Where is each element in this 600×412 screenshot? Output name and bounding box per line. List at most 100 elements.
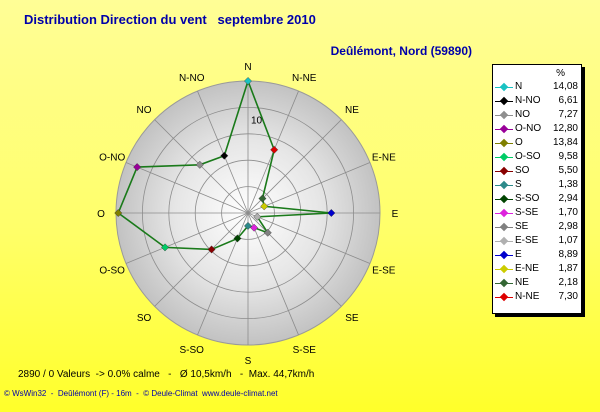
direction-label: NE — [345, 105, 359, 116]
legend-label: N-NE — [515, 291, 540, 302]
point-marker — [195, 160, 204, 169]
legend-item: SE 2,98 — [493, 220, 581, 234]
point-marker — [258, 194, 267, 203]
legend-swatch — [493, 192, 515, 206]
legend-item: E-SE 1,07 — [493, 234, 581, 248]
grid-spoke — [247, 162, 371, 214]
legend-value: 9,58 — [558, 151, 578, 162]
wind-series — [114, 77, 336, 254]
legend-label: SE — [515, 221, 529, 232]
legend-swatch — [493, 248, 515, 262]
legend-item: NO 7,27 — [493, 108, 581, 122]
legend-swatch — [493, 234, 515, 248]
legend: % N 14,08 N-NO 6,61 NO 7,27 O-NO 12,80 O 13,84 O-S… — [492, 64, 582, 314]
legend-value: 1,38 — [558, 179, 578, 190]
chart-title: Distribution Direction du vent septembre… — [24, 12, 316, 27]
direction-label: SE — [345, 313, 359, 324]
legend-label: E-NE — [515, 263, 539, 274]
legend-swatch — [493, 94, 515, 108]
location-label: Deûlémont, Nord (59890) — [330, 44, 472, 58]
legend-label: E-SE — [515, 235, 539, 246]
grid-spoke — [125, 212, 249, 264]
point-marker — [270, 145, 279, 154]
legend-label: NO — [515, 109, 530, 120]
grid-spoke — [125, 162, 249, 214]
legend-value: 2,18 — [558, 277, 578, 288]
legend-swatch — [493, 150, 515, 164]
legend-item: O 13,84 — [493, 136, 581, 150]
point-marker — [327, 209, 336, 217]
legend-swatch — [493, 164, 515, 178]
legend-swatch — [493, 122, 515, 136]
direction-label: S-SO — [180, 345, 205, 356]
legend-label: NE — [515, 277, 529, 288]
legend-item: N 14,08 — [493, 80, 581, 94]
legend-item: S 1,38 — [493, 178, 581, 192]
point-marker — [263, 228, 272, 237]
legend-label: N — [515, 81, 523, 92]
grid-spoke — [247, 212, 371, 264]
direction-label: E — [392, 209, 399, 220]
legend-item: SO 5,50 — [493, 164, 581, 178]
grid-spoke — [197, 212, 249, 336]
legend-swatch — [493, 136, 515, 150]
direction-label: E-NE — [372, 153, 396, 164]
legend-swatch — [493, 290, 515, 304]
legend-swatch — [493, 276, 515, 290]
legend-item: S-SE 1,70 — [493, 206, 581, 220]
credit-line: © WsWin32 - Deûlémont (F) - 16m - © Deul… — [4, 389, 278, 398]
legend-label: SO — [515, 165, 530, 176]
legend-swatch — [493, 108, 515, 122]
grid-spoke — [247, 212, 342, 307]
radial-tick-label: 10 — [251, 115, 263, 126]
legend-label: O-NO — [515, 123, 542, 134]
grid-spoke — [247, 212, 299, 336]
legend-header: % — [556, 68, 565, 79]
legend-label: E — [515, 249, 522, 260]
legend-item: O-SO 9,58 — [493, 150, 581, 164]
point-marker — [233, 234, 242, 243]
direction-label: E-SE — [372, 265, 396, 276]
radar-grid: 10 — [115, 80, 381, 346]
legend-value: 1,07 — [558, 235, 578, 246]
direction-label: N-NE — [292, 73, 317, 84]
point-marker — [244, 77, 252, 85]
direction-label: S-SE — [293, 345, 317, 356]
point-marker — [253, 212, 262, 221]
legend-label: S — [515, 179, 522, 190]
legend-label: S-SO — [515, 193, 540, 204]
legend-swatch — [493, 220, 515, 234]
legend-value: 1,87 — [558, 263, 578, 274]
direction-label: O-SO — [99, 265, 125, 276]
legend-item: E-NE 1,87 — [493, 262, 581, 276]
legend-item: O-NO 12,80 — [493, 122, 581, 136]
point-marker — [250, 223, 259, 232]
direction-labels: N N-NE NE E-NE E E-SE SE S-SE S S-SO SO O-SO O O-NO NO… — [97, 62, 399, 367]
point-marker — [244, 221, 252, 230]
point-marker — [220, 151, 229, 160]
legend-item: E 8,89 — [493, 248, 581, 262]
point-marker — [260, 202, 269, 211]
legend-value: 12,80 — [552, 123, 578, 134]
legend-value: 8,89 — [558, 249, 578, 260]
legend-label: S-SE — [515, 207, 539, 218]
legend-item: N-NO 6,61 — [493, 94, 581, 108]
legend-item: N-NE 7,30 — [493, 290, 581, 304]
direction-label: N — [244, 62, 251, 73]
legend-value: 7,27 — [558, 109, 578, 120]
direction-label: O — [97, 209, 105, 220]
legend-swatch — [493, 206, 515, 220]
legend-value: 2,98 — [558, 221, 578, 232]
legend-swatch — [493, 262, 515, 276]
grid-spoke — [197, 90, 249, 214]
legend-swatch — [493, 80, 515, 94]
legend-swatch — [493, 178, 515, 192]
legend-value: 6,61 — [558, 95, 578, 106]
legend-label: N-NO — [515, 95, 541, 106]
direction-label: S — [245, 356, 252, 367]
legend-value: 1,70 — [558, 207, 578, 218]
legend-value: 7,30 — [558, 291, 578, 302]
stats-footer: 2890 / 0 Valeurs -> 0.0% calme - Ø 10,5k… — [18, 369, 315, 380]
legend-item: NE 2,18 — [493, 276, 581, 290]
